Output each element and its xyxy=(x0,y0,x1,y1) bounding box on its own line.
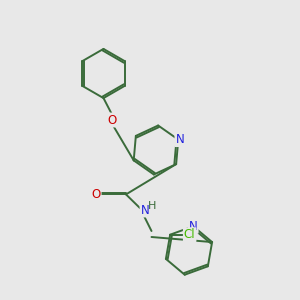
Text: O: O xyxy=(108,113,117,127)
Text: N: N xyxy=(189,220,198,233)
Text: Cl: Cl xyxy=(184,228,196,241)
Text: O: O xyxy=(92,188,100,201)
Text: N: N xyxy=(140,203,149,217)
Text: H: H xyxy=(148,201,156,212)
Text: N: N xyxy=(176,133,184,146)
